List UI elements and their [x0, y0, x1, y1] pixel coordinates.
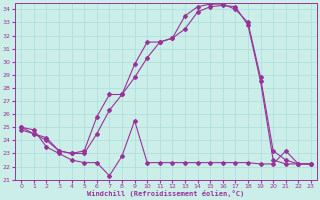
- X-axis label: Windchill (Refroidissement éolien,°C): Windchill (Refroidissement éolien,°C): [87, 190, 245, 197]
